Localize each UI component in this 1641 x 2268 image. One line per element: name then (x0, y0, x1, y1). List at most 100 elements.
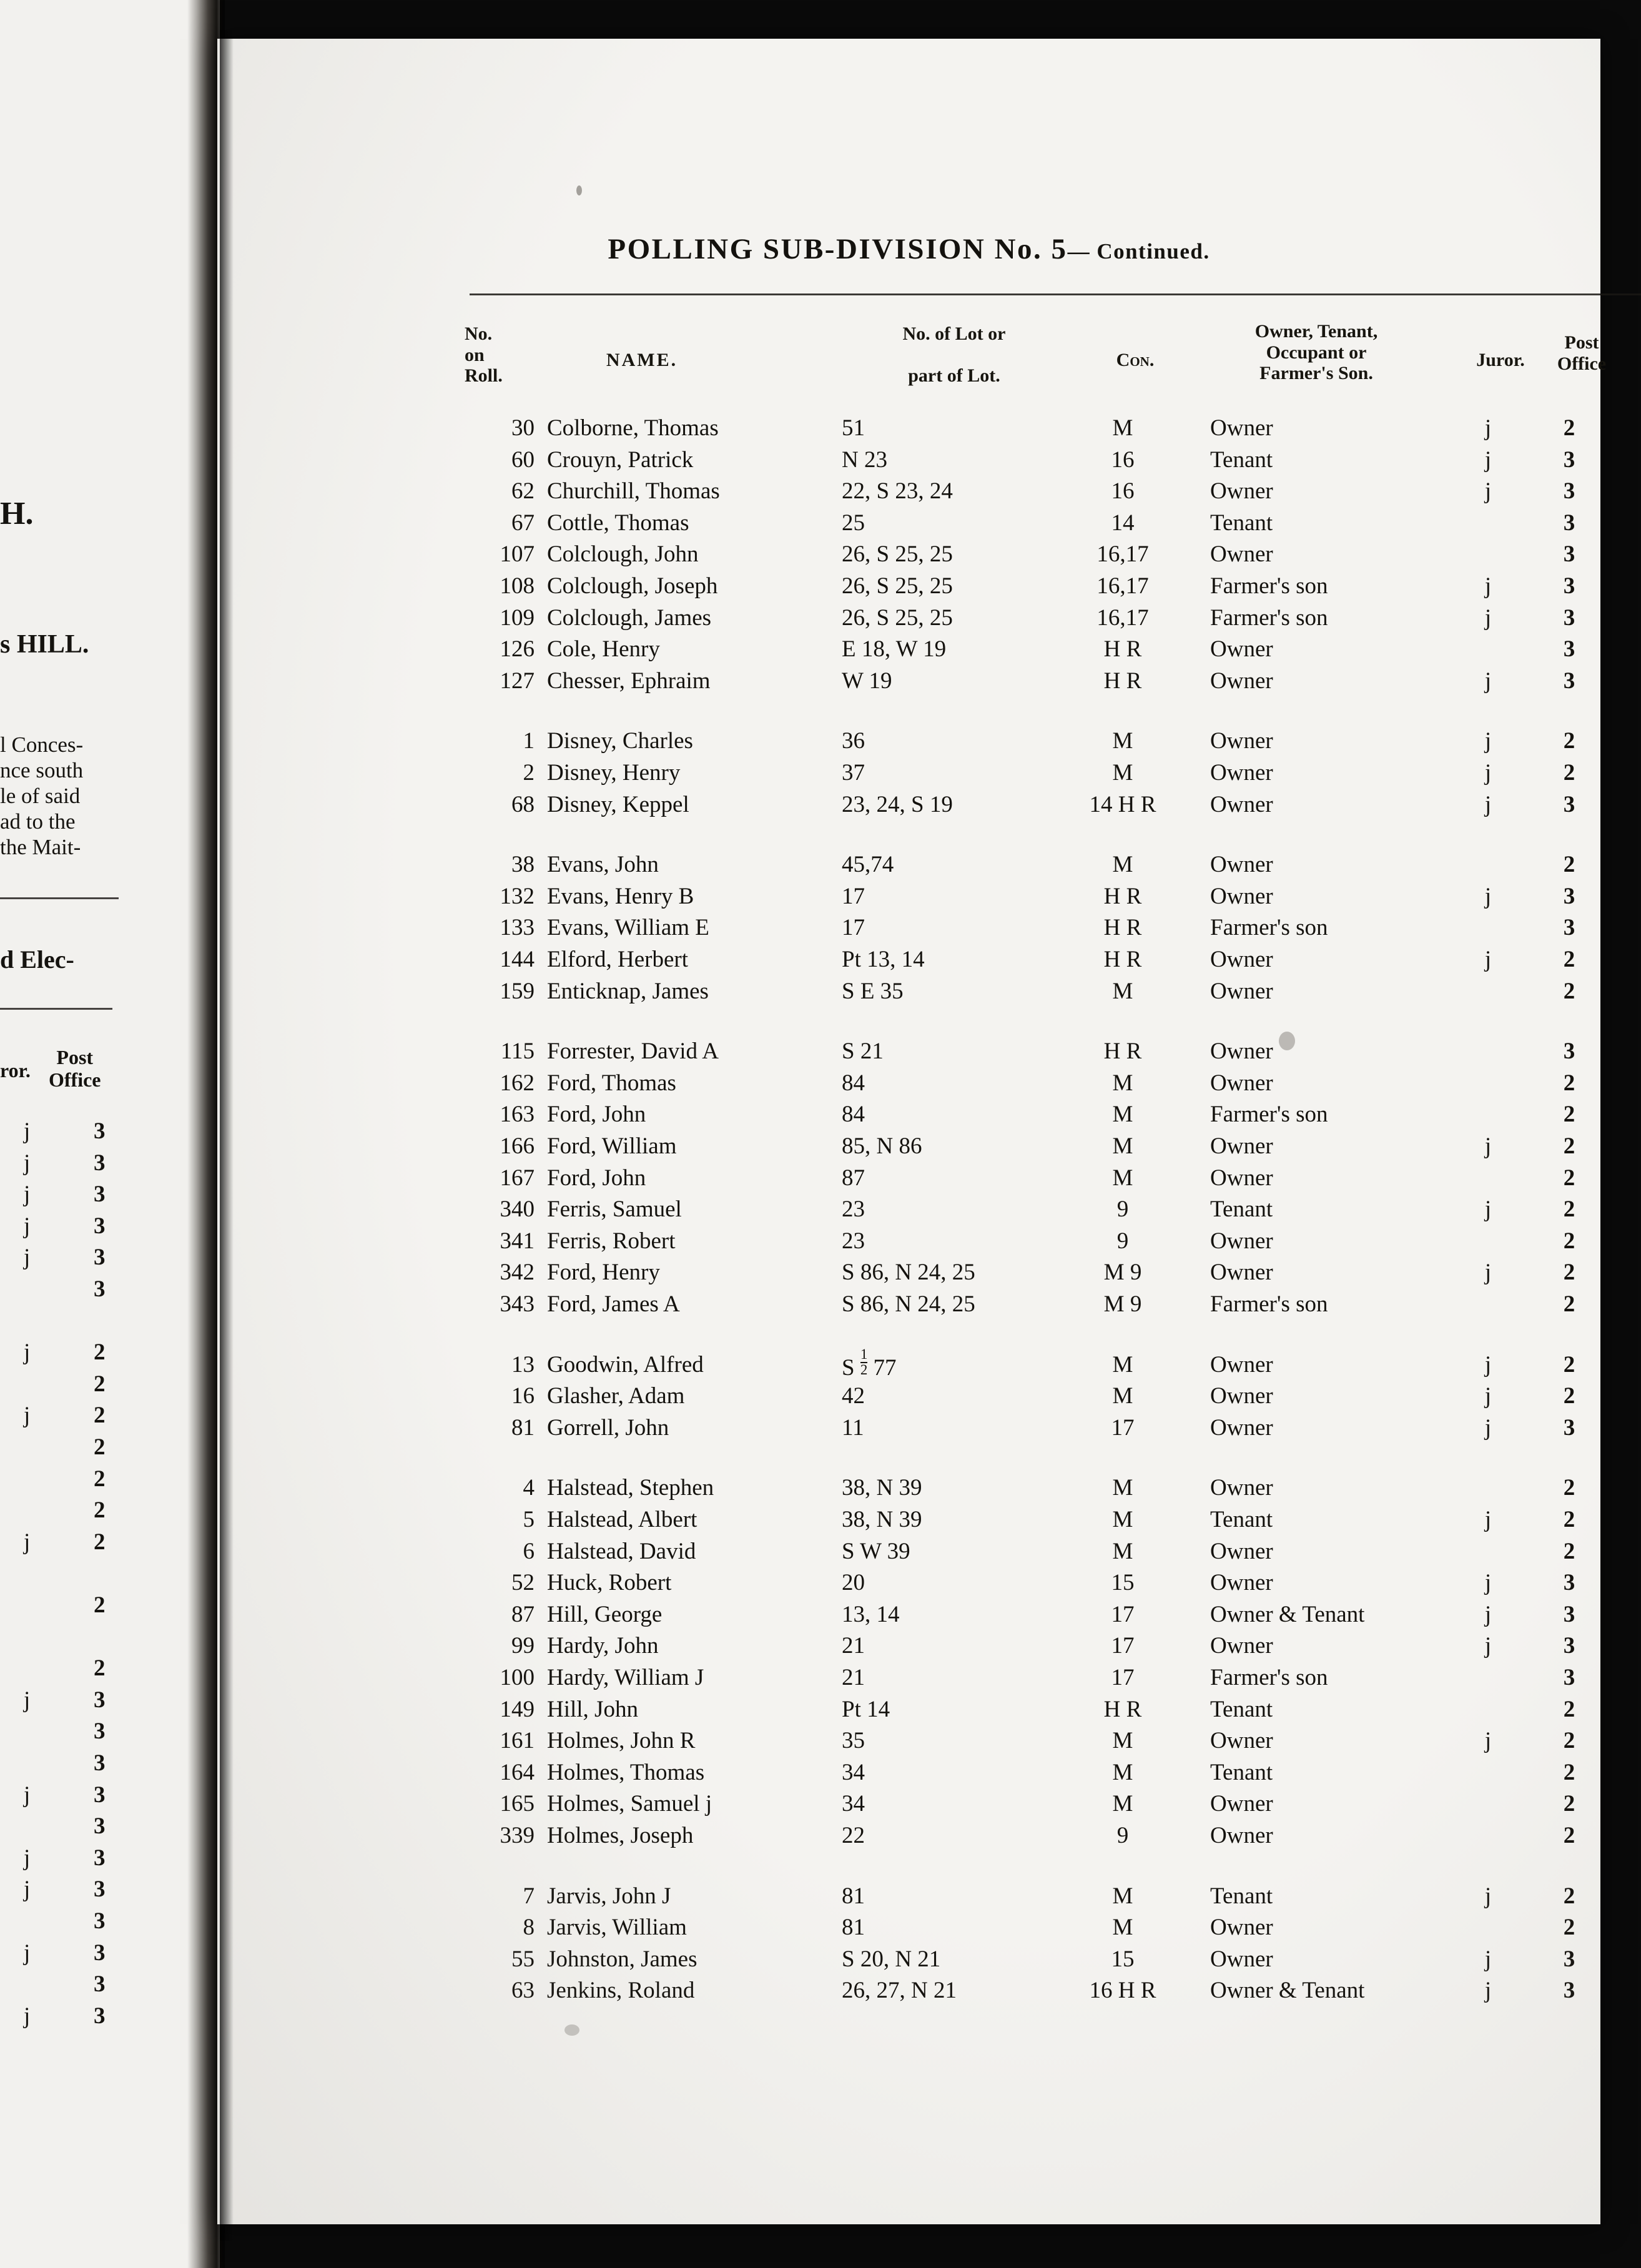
cell-post-office: 2 (1563, 1351, 1575, 1378)
adjacent-page-post-office-mark: 2 (94, 1655, 106, 1682)
cell-post-office: 3 (1563, 791, 1575, 817)
cell-owner-status: Owner (1210, 1038, 1273, 1065)
cell-juror: j (1484, 1507, 1492, 1532)
cell-owner-status: Farmer's son (1210, 1291, 1328, 1317)
cell-post-office: 3 (1563, 1570, 1575, 1596)
cell-lot: 13, 14 (842, 1601, 900, 1627)
page-title-main: POLLING SUB-DIVISION No. 5 (608, 233, 1068, 265)
adjacent-page-post-office-mark: 2 (94, 1497, 106, 1524)
table-row: 132 Evans, Henry B 17 H R Owner j 3 (217, 880, 1600, 912)
table-row: 343 Ford, James A S 86, N 24, 25 M 9 Farmer'… (217, 1288, 1600, 1320)
table-row: 87 Hill, George 13, 14 17 Owner & Tenant j 3 (217, 1599, 1600, 1630)
header-rule (470, 293, 1641, 295)
adjacent-page-text-fragment: the Mait- (0, 835, 81, 859)
cell-name: Cole, Henry (547, 636, 660, 663)
cell-lot: 42 (842, 1383, 865, 1409)
cell-con: 16,17 (1096, 541, 1149, 568)
cell-juror: j (1484, 1414, 1492, 1441)
cell-no-on-roll: 52 (511, 1570, 535, 1596)
cell-con: H R (1103, 915, 1142, 941)
cell-lot: 26, 27, N 21 (842, 1978, 957, 2004)
cell-lot: 21 (842, 1665, 865, 1690)
table-row: 60 Crouyn, Patrick N 23 16 Tenant j 3 (217, 444, 1600, 476)
cell-lot: 36 (842, 728, 865, 754)
table-row: 339 Holmes, Joseph 22 9 Owner 2 (217, 1820, 1600, 1851)
cell-lot: 23 (842, 1196, 865, 1223)
cell-no-on-roll: 5 (523, 1507, 535, 1532)
cell-name: Holmes, Joseph (547, 1823, 694, 1848)
page-gutter-inner-shadow (220, 30, 234, 2241)
cell-post-office: 3 (1563, 915, 1575, 941)
cell-no-on-roll: 6 (523, 1538, 535, 1564)
cell-owner-status: Tenant (1210, 1696, 1273, 1722)
table-row: 165 Holmes, Samuel j 34 M Owner 2 (217, 1788, 1600, 1820)
cell-lot: S 21 (842, 1038, 884, 1065)
cell-no-on-roll: 99 (511, 1633, 535, 1659)
cell-con: M (1112, 1883, 1133, 1909)
cell-post-office: 2 (1563, 1791, 1575, 1817)
adjacent-page-juror-mark: j (24, 1687, 31, 1713)
cell-no-on-roll: 339 (500, 1823, 535, 1848)
cell-post-office: 2 (1563, 760, 1575, 786)
table-row: 55 Johnston, James S 20, N 21 15 Owner j 3 (217, 1943, 1600, 1975)
cell-post-office: 2 (1563, 415, 1575, 441)
cell-lot: W 19 (842, 668, 892, 694)
cell-lot: 22, S 23, 24 (842, 478, 953, 505)
cell-owner-status: Owner (1210, 791, 1273, 817)
cell-name: Elford, Herbert (547, 947, 689, 972)
adjacent-page-text-fragment: H. (0, 496, 34, 531)
adjacent-page-post-office-mark: 3 (94, 1276, 106, 1302)
cell-post-office: 3 (1563, 1038, 1575, 1065)
table-row: 62 Churchill, Thomas 22, S 23, 24 16 Owner j 3 (217, 475, 1600, 507)
cell-con: 17 (1111, 1665, 1135, 1690)
table-row: 38 Evans, John 45,74 M Owner 2 (217, 849, 1600, 880)
cell-name: Disney, Keppel (547, 791, 689, 817)
cell-con: 15 (1111, 1946, 1135, 1972)
table-row: 99 Hardy, John 21 17 Owner j 3 (217, 1630, 1600, 1662)
cell-owner-status: Owner (1210, 1791, 1273, 1817)
cell-owner-status: Owner (1210, 1070, 1273, 1096)
cell-post-office: 3 (1563, 668, 1575, 694)
adjacent-page-rule-1 (0, 897, 119, 899)
cell-owner-status: Owner (1210, 1915, 1273, 1941)
cell-name: Holmes, Samuel j (547, 1791, 712, 1817)
cell-owner-status: Owner (1210, 760, 1273, 786)
cell-juror: j (1484, 1601, 1492, 1627)
cell-con: 16 (1111, 446, 1135, 473)
adjacent-page-post-office-mark: 3 (94, 1245, 106, 1271)
cell-lot: 25 (842, 510, 865, 536)
cell-name: Huck, Robert (547, 1570, 672, 1596)
cell-name: Glasher, Adam (547, 1383, 685, 1409)
cell-post-office: 2 (1563, 1823, 1575, 1848)
cell-juror: j (1484, 791, 1492, 817)
cell-con: M (1112, 1791, 1133, 1817)
cell-con: 16 (1111, 478, 1135, 505)
adjacent-page-juror-header: ror. (0, 1059, 31, 1082)
cell-con: M (1112, 1507, 1133, 1532)
cell-owner-status: Owner (1210, 415, 1273, 441)
cell-post-office: 2 (1563, 1133, 1575, 1159)
cell-juror: j (1484, 728, 1492, 754)
cell-con: M (1112, 728, 1133, 754)
cell-owner-status: Tenant (1210, 510, 1273, 536)
cell-lot: 22 (842, 1823, 865, 1848)
cell-post-office: 2 (1563, 1728, 1575, 1754)
cell-post-office: 2 (1563, 728, 1575, 754)
table-row: 1 Disney, Charles 36 M Owner j 2 (217, 725, 1600, 757)
cell-no-on-roll: 63 (511, 1978, 535, 2004)
column-header-con: Con. (1116, 350, 1155, 370)
table-row: 164 Holmes, Thomas 34 M Tenant 2 (217, 1757, 1600, 1788)
cell-post-office: 3 (1563, 883, 1575, 909)
cell-no-on-roll: 115 (500, 1038, 535, 1065)
cell-juror: j (1484, 668, 1492, 694)
table-row: 2 Disney, Henry 37 M Owner j 2 (217, 757, 1600, 789)
adjacent-page-post-office-mark: 3 (94, 1213, 106, 1239)
table-row: 67 Cottle, Thomas 25 14 Tenant 3 (217, 507, 1600, 539)
cell-no-on-roll: 68 (511, 791, 535, 817)
table-row: 133 Evans, William E 17 H R Farmer's son 3 (217, 912, 1600, 944)
cell-lot: 38, N 39 (842, 1507, 922, 1532)
table-row: 166 Ford, William 85, N 86 M Owner j 2 (217, 1130, 1600, 1162)
column-header-name: NAME. (606, 350, 678, 370)
cell-post-office: 2 (1563, 1165, 1575, 1191)
cell-owner-status: Farmer's son (1210, 915, 1328, 941)
